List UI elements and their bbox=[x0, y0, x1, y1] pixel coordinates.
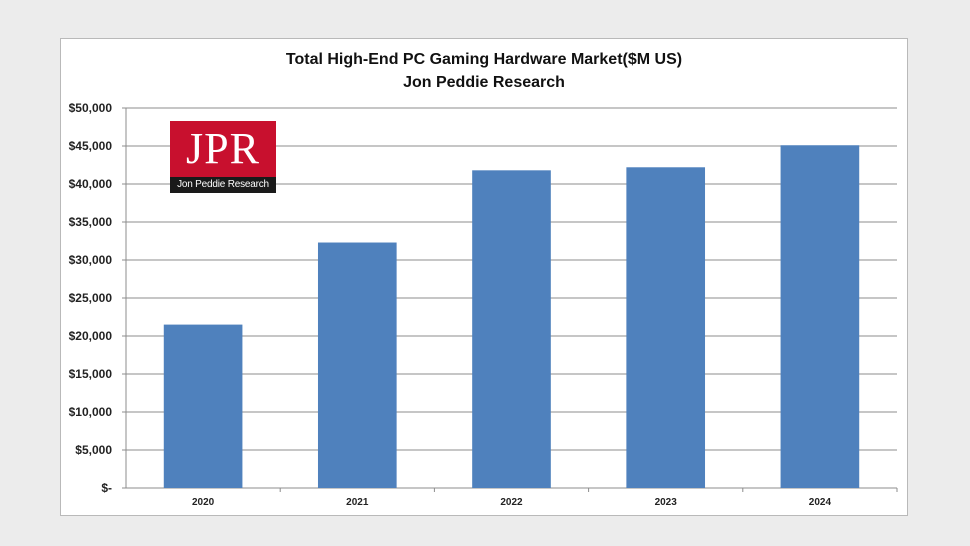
bar-2023 bbox=[626, 167, 706, 488]
y-tick-label: $10,000 bbox=[69, 405, 113, 419]
y-tick-label: $45,000 bbox=[69, 139, 113, 153]
bar-2024 bbox=[780, 145, 860, 488]
jpr-logo: JPR Jon Peddie Research bbox=[170, 121, 276, 193]
chart-frame: Total High-End PC Gaming Hardware Market… bbox=[60, 38, 908, 516]
logo-letters: JPR bbox=[186, 124, 260, 173]
chart-subtitle: Jon Peddie Research bbox=[403, 74, 565, 91]
x-tick-label: 2021 bbox=[346, 497, 369, 508]
y-tick-label: $- bbox=[101, 481, 112, 495]
x-tick-label: 2023 bbox=[655, 497, 678, 508]
x-tick-label: 2022 bbox=[500, 497, 523, 508]
logo-tagline: Jon Peddie Research bbox=[170, 177, 276, 193]
y-tick-label: $50,000 bbox=[69, 101, 113, 115]
bar-2021 bbox=[317, 242, 397, 488]
y-tick-label: $40,000 bbox=[69, 177, 113, 191]
x-tick-label: 2024 bbox=[809, 497, 832, 508]
y-tick-label: $5,000 bbox=[75, 443, 112, 457]
x-tick-label: 2020 bbox=[192, 497, 215, 508]
y-tick-label: $30,000 bbox=[69, 253, 113, 267]
bar-chart: $- $5,000 $10,000 $15,000 $20,000 $25,000 $30,… bbox=[69, 101, 898, 508]
bar-2022 bbox=[472, 170, 551, 488]
y-tick-label: $35,000 bbox=[69, 215, 113, 229]
y-tick-label: $25,000 bbox=[69, 291, 113, 305]
chart-title: Total High-End PC Gaming Hardware Market… bbox=[285, 51, 683, 68]
y-tick-label: $15,000 bbox=[69, 367, 113, 381]
y-tick-label: $20,000 bbox=[69, 329, 113, 343]
bar-2020 bbox=[163, 324, 243, 488]
